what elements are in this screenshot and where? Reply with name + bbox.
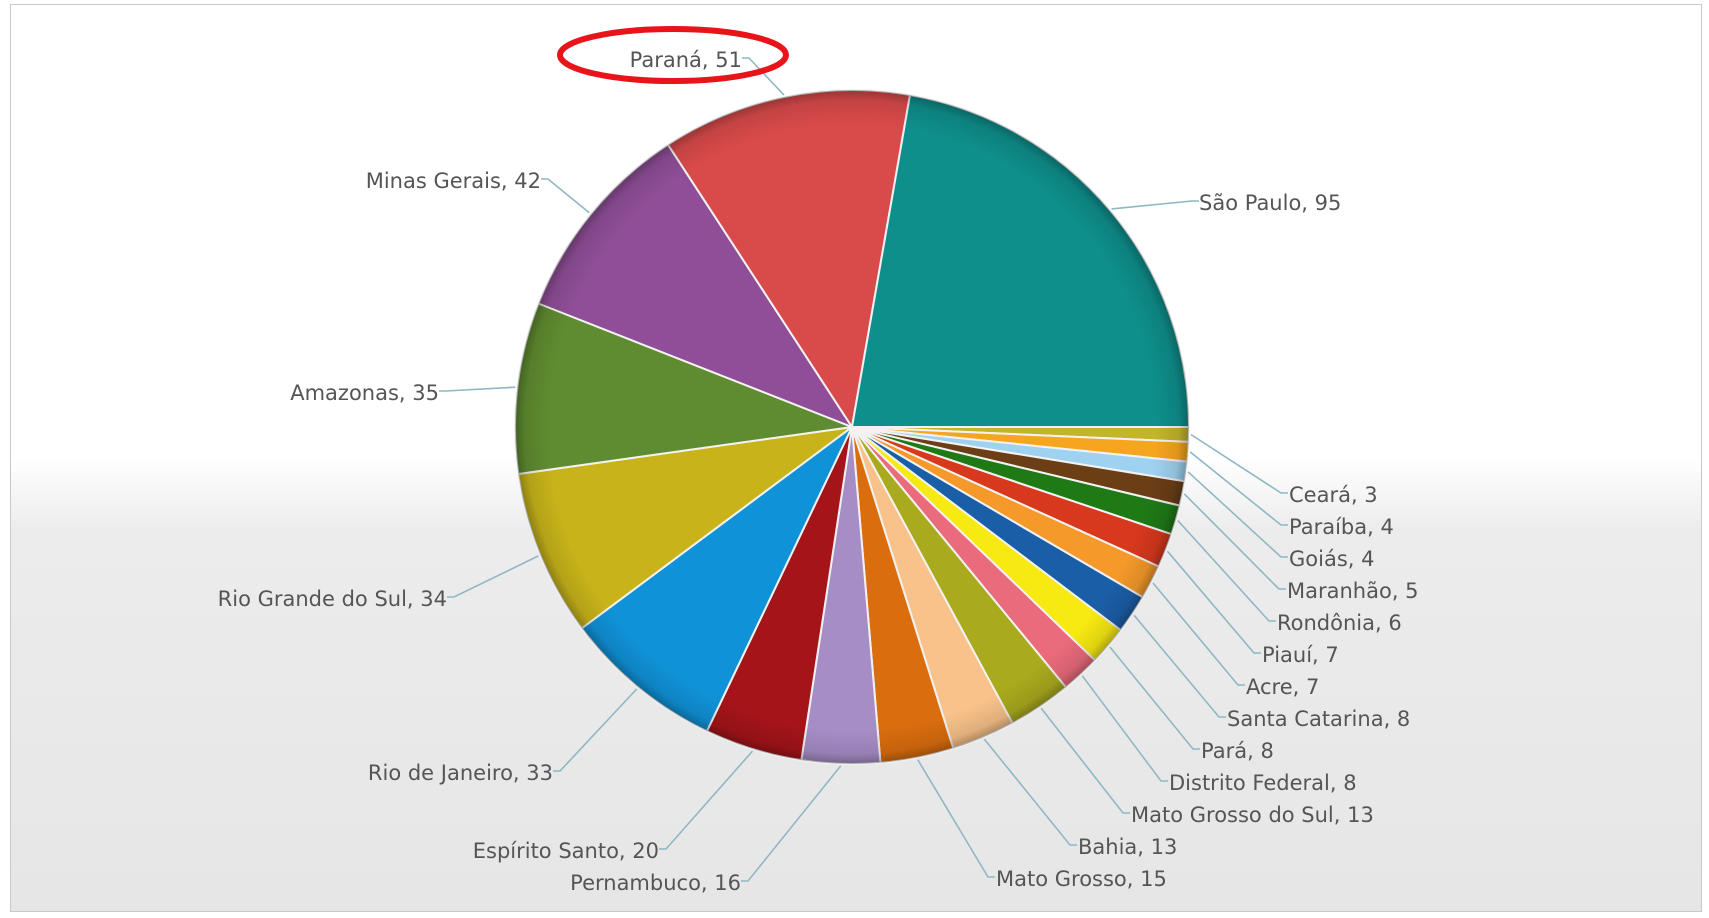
label-sao-paulo: São Paulo, 95 — [1199, 191, 1341, 215]
label-mato-grosso: Mato Grosso, 15 — [996, 867, 1167, 891]
label-pernambuco: Pernambuco, 16 — [570, 871, 741, 895]
leader-line-rio-grande-do-sul — [447, 555, 539, 598]
slice-sao-paulo[interactable] — [851, 94, 1190, 428]
label-rio-grande-do-sul: Rio Grande do Sul, 34 — [218, 587, 447, 611]
label-paraiba: Paraíba, 4 — [1289, 515, 1394, 539]
label-minas-gerais: Minas Gerais, 42 — [366, 169, 541, 193]
label-acre: Acre, 7 — [1246, 675, 1319, 699]
leader-line-distrito-federal — [1081, 675, 1168, 782]
leader-line-bahia — [983, 738, 1077, 846]
label-santa-catarina: Santa Catarina, 8 — [1227, 707, 1410, 731]
label-espirito-santo: Espírito Santo, 20 — [473, 839, 659, 863]
chart-frame: Paraná, 51 Minas Gerais, 42 São Paulo, 95 A… — [10, 4, 1702, 912]
label-maranhao: Maranhão, 5 — [1287, 579, 1419, 603]
leader-lines — [439, 57, 1288, 882]
label-bahia: Bahia, 13 — [1078, 835, 1177, 859]
leader-line-parana — [742, 57, 785, 96]
leader-line-acre — [1152, 582, 1245, 686]
pie-chart: Paraná, 51 Minas Gerais, 42 São Paulo, 95 A… — [218, 26, 1419, 895]
label-amazonas: Amazonas, 35 — [290, 381, 439, 405]
leader-line-rio-de-janeiro — [553, 688, 638, 772]
leader-line-pernambuco — [741, 765, 842, 882]
highlight-ellipse — [557, 26, 789, 84]
label-piaui: Piauí, 7 — [1262, 643, 1339, 667]
label-rio-de-janeiro: Rio de Janeiro, 33 — [368, 761, 553, 785]
label-ceara: Ceará, 3 — [1289, 483, 1378, 507]
label-mato-grosso-do-sul: Mato Grosso do Sul, 13 — [1131, 803, 1374, 827]
leader-line-santa-catarina — [1133, 614, 1226, 718]
label-rondonia: Rondônia, 6 — [1277, 611, 1402, 635]
slice-labels: Paraná, 51 Minas Gerais, 42 São Paulo, 95 A… — [218, 48, 1419, 895]
label-parana: Paraná, 51 — [630, 48, 742, 72]
leader-line-paraiba — [1189, 451, 1288, 526]
leader-line-amazonas — [439, 386, 516, 392]
leader-line-espirito-santo — [659, 750, 754, 850]
leader-line-rondonia — [1177, 519, 1276, 622]
label-para: Pará, 8 — [1201, 739, 1274, 763]
leader-line-maranhao — [1183, 493, 1286, 590]
leader-line-mato-grosso — [917, 759, 995, 878]
label-distrito-federal: Distrito Federal, 8 — [1169, 771, 1357, 795]
leader-line-sao-paulo — [1111, 200, 1199, 210]
leader-line-piaui — [1166, 550, 1261, 654]
slices-layer — [514, 88, 1190, 765]
leader-line-ceara — [1190, 433, 1288, 494]
leader-line-mato-grosso-do-sul — [1040, 707, 1130, 814]
label-goias: Goiás, 4 — [1289, 547, 1374, 571]
leader-line-para — [1109, 646, 1200, 750]
leader-line-minas-gerais — [541, 178, 590, 214]
leader-line-goias — [1187, 471, 1288, 558]
